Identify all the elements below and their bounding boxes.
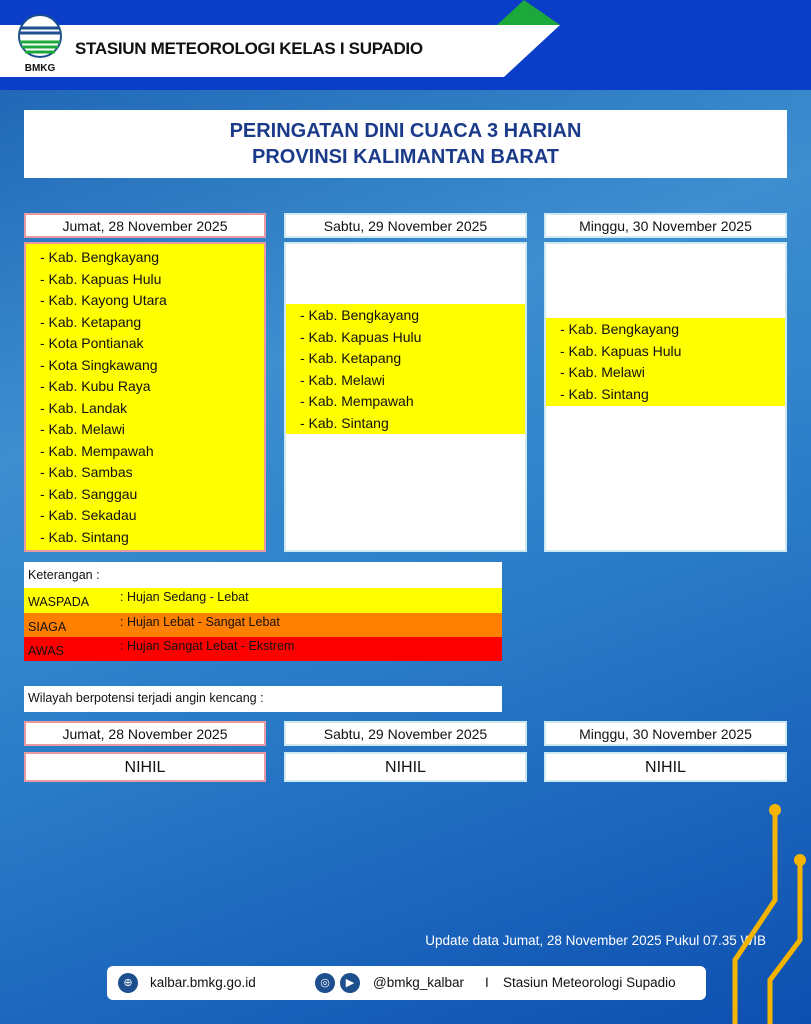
title-line-1: PERINGATAN DINI CUACA 3 HARIAN	[229, 120, 582, 142]
legend-siaga: SIAGA: Hujan Lebat - Sangat Lebat	[24, 613, 502, 637]
day2-panel: - Kab. Bengkayang - Kab. Kapuas Hulu - Kab…	[284, 242, 527, 552]
region-item: - Kab. Mempawah	[40, 442, 154, 459]
footer-station: Stasiun Meteorologi Supadio	[503, 975, 676, 990]
day1-panel: - Kab. Bengkayang - Kab. Kapuas Hulu - Kab…	[24, 242, 266, 552]
update-text: Update data Jumat, 28 November 2025 Puku…	[425, 933, 766, 948]
day3-panel: - Kab. Bengkayang - Kab. Kapuas Hulu - Kab…	[544, 242, 787, 552]
day3-region-list: - Kab. Bengkayang - Kab. Kapuas Hulu - Kab…	[546, 318, 785, 406]
day1-date: Jumat, 28 November 2025	[24, 213, 266, 238]
region-item: - Kab. Sintang	[40, 528, 129, 545]
region-item: - Kab. Melawi	[300, 371, 385, 388]
separator: I	[485, 975, 489, 990]
legend-title: Keterangan :	[24, 562, 502, 588]
wind-day2-date: Sabtu, 29 November 2025	[284, 721, 527, 746]
footer-bar: ⊕ kalbar.bmkg.go.id ◎ ▶ @bmkg_kalbar I S…	[107, 966, 706, 1000]
day3-date: Minggu, 30 November 2025	[544, 213, 787, 238]
region-item: - Kota Pontianak	[40, 335, 144, 351]
header-band	[0, 25, 560, 77]
region-item: - Kab. Ketapang	[300, 350, 402, 366]
wind-day1-date: Jumat, 28 November 2025	[24, 721, 266, 746]
region-item: - Kab. Kubu Raya	[40, 378, 151, 394]
region-item: - Kab. Bengkayang	[560, 321, 680, 337]
page-title: PERINGATAN DINI CUACA 3 HARIAN PROVINSI …	[24, 110, 787, 178]
station-name: STASIUN METEOROLOGI KELAS I SUPADIO	[75, 39, 423, 58]
region-item: - Kab. Mempawah	[300, 393, 414, 409]
region-item: - Kab. Melawi	[560, 364, 645, 380]
social-handle[interactable]: @bmkg_kalbar	[373, 975, 464, 990]
region-item: - Kab. Bengkayang	[40, 249, 160, 265]
instagram-icon[interactable]: ◎	[315, 973, 335, 993]
globe-icon: ⊕	[118, 973, 138, 993]
region-item: - Kab. Kapuas Hulu	[560, 342, 682, 359]
website-link[interactable]: kalbar.bmkg.go.id	[150, 975, 256, 990]
legend-awas: AWAS: Hujan Sangat Lebat - Ekstrem	[24, 637, 502, 661]
svg-text:BMKG: BMKG	[25, 63, 56, 74]
day1-region-list: - Kab. Bengkayang - Kab. Kapuas Hulu - Kab…	[26, 244, 264, 550]
wind-day3-value: NIHIL	[544, 752, 787, 782]
bmkg-logo: BMKG	[16, 12, 64, 74]
wind-label: Wilayah berpotensi terjadi angin kencang…	[24, 686, 502, 712]
region-item: - Kab. Sambas	[40, 464, 133, 480]
region-item: - Kab. Bengkayang	[300, 307, 420, 323]
youtube-icon[interactable]: ▶	[340, 973, 360, 993]
day2-date: Sabtu, 29 November 2025	[284, 213, 527, 238]
circuit-decoration	[732, 804, 806, 1024]
wind-day2-value: NIHIL	[284, 752, 527, 782]
region-item: - Kab. Sanggau	[40, 485, 138, 502]
region-item: - Kab. Kapuas Hulu	[300, 328, 422, 345]
region-item: - Kab. Kayong Utara	[40, 292, 167, 308]
region-item: - Kab. Sintang	[560, 385, 649, 402]
region-item: - Kab. Melawi	[40, 421, 125, 437]
wind-day3-date: Minggu, 30 November 2025	[544, 721, 787, 746]
legend-waspada: WASPADA: Hujan Sedang - Lebat	[24, 588, 502, 613]
region-item: - Kab. Sintang	[300, 414, 389, 431]
region-item: - Kab. Sekadau	[40, 507, 137, 523]
region-item: - Kab. Landak	[40, 399, 128, 416]
region-item: - Kota Singkawang	[40, 356, 158, 373]
region-item: - Kab. Ketapang	[40, 313, 142, 330]
wind-day1-value: NIHIL	[24, 752, 266, 782]
day2-region-list: - Kab. Bengkayang - Kab. Kapuas Hulu - Kab…	[286, 304, 525, 434]
title-line-2: PROVINSI KALIMANTAN BARAT	[251, 146, 560, 168]
region-item: - Kab. Kapuas Hulu	[40, 270, 162, 287]
